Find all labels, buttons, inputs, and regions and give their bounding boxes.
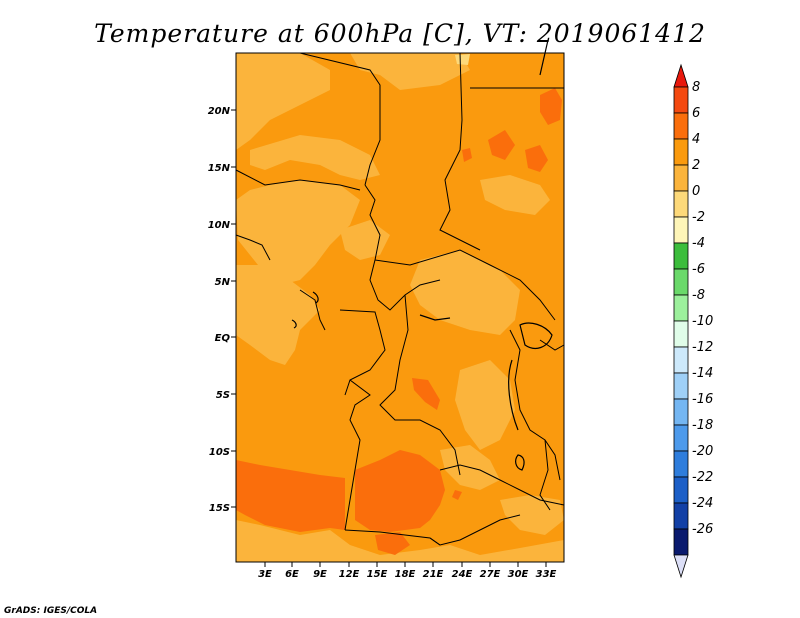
y-axis-labels: 20N 15N 10N 5N EQ 5S 10S 15S — [208, 106, 231, 514]
colorbar-swatch — [673, 138, 689, 166]
x-tick-label: 3E — [258, 569, 272, 580]
colorbar — [673, 63, 689, 579]
colorbar-label: 2 — [692, 158, 700, 173]
grads-credit: GrADS: IGES/COLA — [4, 606, 97, 616]
colorbar-label: -8 — [692, 288, 705, 303]
colorbar-swatch — [673, 502, 689, 530]
colorbar-label: -24 — [692, 496, 713, 511]
colorbar-label: 6 — [692, 106, 700, 121]
colorbar-label: -10 — [692, 314, 713, 329]
colorbar-label: -22 — [692, 470, 713, 485]
y-tick-label: 15N — [208, 163, 231, 174]
x-tick-label: 12E — [339, 569, 360, 580]
y-tick-label: 20N — [208, 106, 231, 117]
map-frame — [235, 52, 565, 563]
x-tick-label: 33E — [536, 569, 557, 580]
colorbar-swatch — [673, 242, 689, 270]
colorbar-bottom-arrow — [673, 554, 689, 579]
x-tick-label: 27E — [480, 569, 501, 580]
colorbar-swatch — [673, 346, 689, 374]
x-tick-label: 18E — [395, 569, 416, 580]
y-tick-label: 10N — [208, 220, 231, 231]
x-tick-label: 21E — [423, 569, 444, 580]
colorbar-swatch — [673, 164, 689, 192]
lake-outlines — [291, 39, 553, 471]
x-axis-ticks — [264, 562, 547, 567]
y-tick-label: 10S — [209, 447, 230, 458]
colorbar-top-arrow — [673, 63, 689, 88]
map-title: Temperature at 600hPa [C], VT: 201906141… — [94, 19, 706, 48]
colorbar-swatch — [673, 476, 689, 504]
temperature-fill-4-6 — [236, 88, 562, 555]
y-tick-label: 5N — [215, 277, 231, 288]
colorbar-label: -2 — [692, 210, 705, 225]
colorbar-label: 0 — [692, 184, 700, 199]
colorbar-label: -12 — [692, 340, 713, 355]
x-axis-labels: 3E 6E 9E 12E 15E 18E 21E 24E 27E 30E 33E — [258, 569, 556, 580]
colorbar-swatch — [673, 398, 689, 426]
colorbar-label: -4 — [692, 236, 705, 251]
colorbar-swatch — [673, 190, 689, 218]
map-panel: 3E 6E 9E 12E 15E 18E 21E 24E 27E 30E 33E… — [208, 39, 565, 580]
x-tick-label: 30E — [508, 569, 529, 580]
colorbar-swatch — [673, 86, 689, 114]
colorbar-label: -6 — [692, 262, 705, 277]
colorbar-labels: 8 6 4 2 0 -2 -4 -6 -8 -10 -12 -14 -16 -1… — [692, 80, 713, 537]
colorbar-swatch — [673, 112, 689, 140]
colorbar-label: -14 — [692, 366, 713, 381]
colorbar-swatch — [673, 450, 689, 478]
colorbar-swatch — [673, 294, 689, 322]
colorbar-label: 8 — [692, 80, 700, 95]
colorbar-swatch — [673, 216, 689, 244]
colorbar-swatch — [673, 320, 689, 348]
country-borders — [235, 52, 565, 546]
y-axis-ticks — [231, 109, 236, 508]
y-tick-label: 15S — [209, 503, 230, 514]
x-tick-label: 6E — [285, 569, 299, 580]
colorbar-swatch — [673, 424, 689, 452]
colorbar-label: -18 — [692, 418, 713, 433]
temperature-fill-light-speck — [455, 54, 470, 65]
y-tick-label: 5S — [216, 390, 230, 401]
x-tick-label: 9E — [313, 569, 327, 580]
colorbar-label: -20 — [692, 444, 713, 459]
colorbar-swatch — [673, 528, 689, 556]
x-tick-label: 15E — [367, 569, 388, 580]
colorbar-label: -26 — [692, 522, 713, 537]
y-tick-label: EQ — [215, 333, 231, 344]
colorbar-label: -16 — [692, 392, 713, 407]
colorbar-swatch — [673, 268, 689, 296]
colorbar-label: 4 — [692, 132, 700, 147]
x-tick-label: 24E — [452, 569, 473, 580]
colorbar-swatch — [673, 372, 689, 400]
